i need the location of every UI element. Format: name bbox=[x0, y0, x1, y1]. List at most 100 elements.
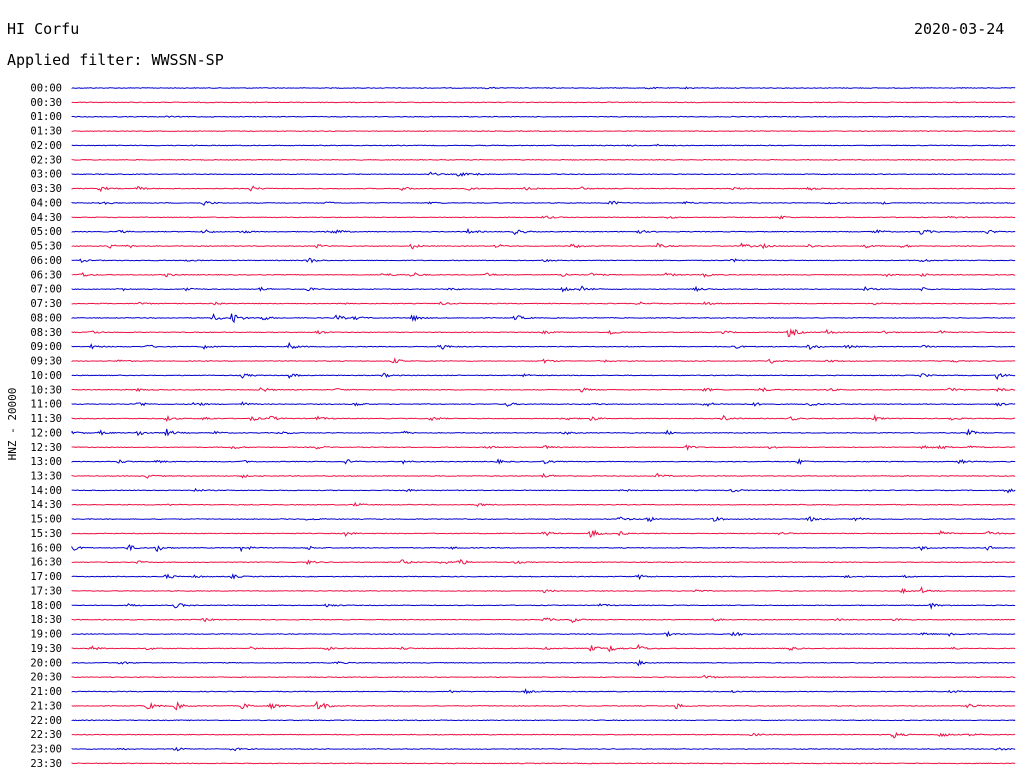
seismogram-trace bbox=[71, 719, 1016, 722]
row-time-label: 02:30 bbox=[30, 154, 62, 166]
row-time-label: 22:00 bbox=[30, 715, 62, 727]
seismogram-trace bbox=[71, 487, 1016, 494]
row-time-label: 13:00 bbox=[30, 456, 62, 468]
seismogram-trace bbox=[71, 200, 1016, 206]
seismogram-trace bbox=[71, 328, 1016, 337]
row-time-label: 20:00 bbox=[30, 657, 62, 669]
row-time-label: 17:00 bbox=[30, 571, 62, 583]
seismogram-trace bbox=[71, 387, 1016, 393]
row-time-label: 08:30 bbox=[30, 327, 62, 339]
row-time-label: 06:00 bbox=[30, 255, 62, 267]
row-time-label: 09:30 bbox=[30, 356, 62, 368]
row-time-label: 10:00 bbox=[30, 370, 62, 382]
row-time-label: 04:00 bbox=[30, 197, 62, 209]
row-time-label: 09:00 bbox=[30, 341, 62, 353]
row-time-label: 12:00 bbox=[30, 427, 62, 439]
seismogram-trace bbox=[71, 143, 1016, 147]
y-axis-label: HNZ - 20000 bbox=[6, 388, 19, 461]
row-time-label: 14:00 bbox=[30, 485, 62, 497]
seismogram-trace bbox=[71, 130, 1016, 133]
row-time-label: 19:00 bbox=[30, 629, 62, 641]
row-time-label: 07:30 bbox=[30, 298, 62, 310]
seismogram-trace bbox=[71, 515, 1016, 523]
seismogram-trace bbox=[71, 573, 1016, 581]
row-time-label: 03:30 bbox=[30, 183, 62, 195]
row-time-label: 23:00 bbox=[30, 744, 62, 756]
row-time-label: 14:30 bbox=[30, 499, 62, 511]
seismogram-trace bbox=[71, 762, 1016, 765]
seismogram-trace bbox=[71, 86, 1016, 90]
seismogram-trace bbox=[71, 457, 1016, 465]
row-time-label: 00:00 bbox=[30, 83, 62, 95]
seismogram-trace bbox=[71, 472, 1016, 479]
seismogram-trace bbox=[71, 227, 1016, 236]
row-time-label: 11:00 bbox=[30, 399, 62, 411]
row-time-label: 21:00 bbox=[30, 686, 62, 698]
row-time-label: 03:00 bbox=[30, 169, 62, 181]
seismogram-trace bbox=[71, 285, 1016, 293]
row-time-label: 00:30 bbox=[30, 97, 62, 109]
row-time-label: 11:30 bbox=[30, 413, 62, 425]
row-time-label: 02:00 bbox=[30, 140, 62, 152]
seismogram-trace bbox=[71, 688, 1016, 695]
row-time-label: 18:00 bbox=[30, 600, 62, 612]
seismogram-trace bbox=[71, 558, 1016, 566]
seismogram-trace bbox=[71, 401, 1016, 407]
seismogram-trace bbox=[71, 602, 1016, 610]
row-time-label: 22:30 bbox=[30, 729, 62, 741]
seismogram-trace bbox=[71, 242, 1016, 250]
seismogram-trace bbox=[71, 659, 1016, 667]
filter-label: Applied filter: WWSSN-SP bbox=[7, 51, 224, 69]
row-time-label: 16:30 bbox=[30, 557, 62, 569]
row-time-label: 05:00 bbox=[30, 226, 62, 238]
row-time-label: 04:30 bbox=[30, 212, 62, 224]
row-time-label: 23:30 bbox=[30, 758, 62, 770]
seismogram-trace bbox=[71, 215, 1016, 220]
row-time-label: 05:30 bbox=[30, 241, 62, 253]
seismogram-trace bbox=[71, 101, 1016, 104]
seismogram-trace bbox=[71, 544, 1016, 553]
row-time-label: 12:30 bbox=[30, 442, 62, 454]
row-time-label: 10:30 bbox=[30, 384, 62, 396]
seismogram-trace bbox=[71, 414, 1016, 423]
seismogram-trace bbox=[71, 115, 1016, 119]
seismogram-trace bbox=[71, 501, 1016, 508]
seismogram-trace bbox=[71, 700, 1016, 711]
seismogram-trace bbox=[71, 643, 1016, 653]
seismogram-trace bbox=[71, 158, 1016, 161]
seismogram-trace bbox=[71, 674, 1016, 679]
seismogram-trace bbox=[71, 529, 1016, 538]
seismogram-trace bbox=[71, 357, 1016, 364]
row-time-label: 15:00 bbox=[30, 514, 62, 526]
seismogram-trace bbox=[71, 185, 1016, 193]
row-time-label: 21:30 bbox=[30, 700, 62, 712]
row-time-label: 06:30 bbox=[30, 269, 62, 281]
row-time-label: 17:30 bbox=[30, 585, 62, 597]
seismogram-trace bbox=[71, 586, 1016, 595]
seismogram-trace bbox=[71, 746, 1016, 752]
seismogram-trace bbox=[71, 444, 1016, 452]
row-time-label: 16:00 bbox=[30, 542, 62, 554]
row-time-label: 15:30 bbox=[30, 528, 62, 540]
seismogram-trace bbox=[71, 630, 1016, 638]
seismogram-trace bbox=[71, 341, 1016, 351]
seismogram-trace bbox=[71, 372, 1016, 380]
row-time-label: 07:00 bbox=[30, 284, 62, 296]
date-label: 2020-03-24 bbox=[914, 20, 1005, 38]
seismogram-trace bbox=[71, 731, 1016, 739]
row-time-label: 08:00 bbox=[30, 312, 62, 324]
seismogram-trace bbox=[71, 272, 1016, 278]
y-axis-label-text: HNZ - 20000 bbox=[6, 388, 19, 461]
row-time-label: 13:30 bbox=[30, 470, 62, 482]
row-time-label: 20:30 bbox=[30, 672, 62, 684]
row-time-label: 19:30 bbox=[30, 643, 62, 655]
station-title: HI Corfu bbox=[7, 20, 80, 38]
seismogram-trace bbox=[71, 617, 1016, 624]
seismogram-trace bbox=[71, 301, 1016, 306]
row-time-label: 01:00 bbox=[30, 111, 62, 123]
row-time-label: 18:30 bbox=[30, 614, 62, 626]
seismogram-trace bbox=[71, 257, 1016, 264]
seismogram-trace bbox=[71, 312, 1016, 324]
seismogram-trace bbox=[71, 171, 1016, 177]
